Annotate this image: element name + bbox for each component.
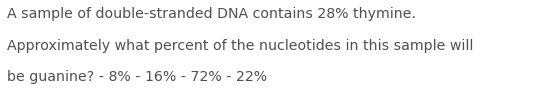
Text: Approximately what percent of the nucleotides in this sample will: Approximately what percent of the nucleo… (7, 39, 473, 53)
Text: be guanine? - 8% - 16% - 72% - 22%: be guanine? - 8% - 16% - 72% - 22% (7, 70, 267, 84)
Text: A sample of double-stranded DNA contains 28% thymine.: A sample of double-stranded DNA contains… (7, 7, 416, 21)
